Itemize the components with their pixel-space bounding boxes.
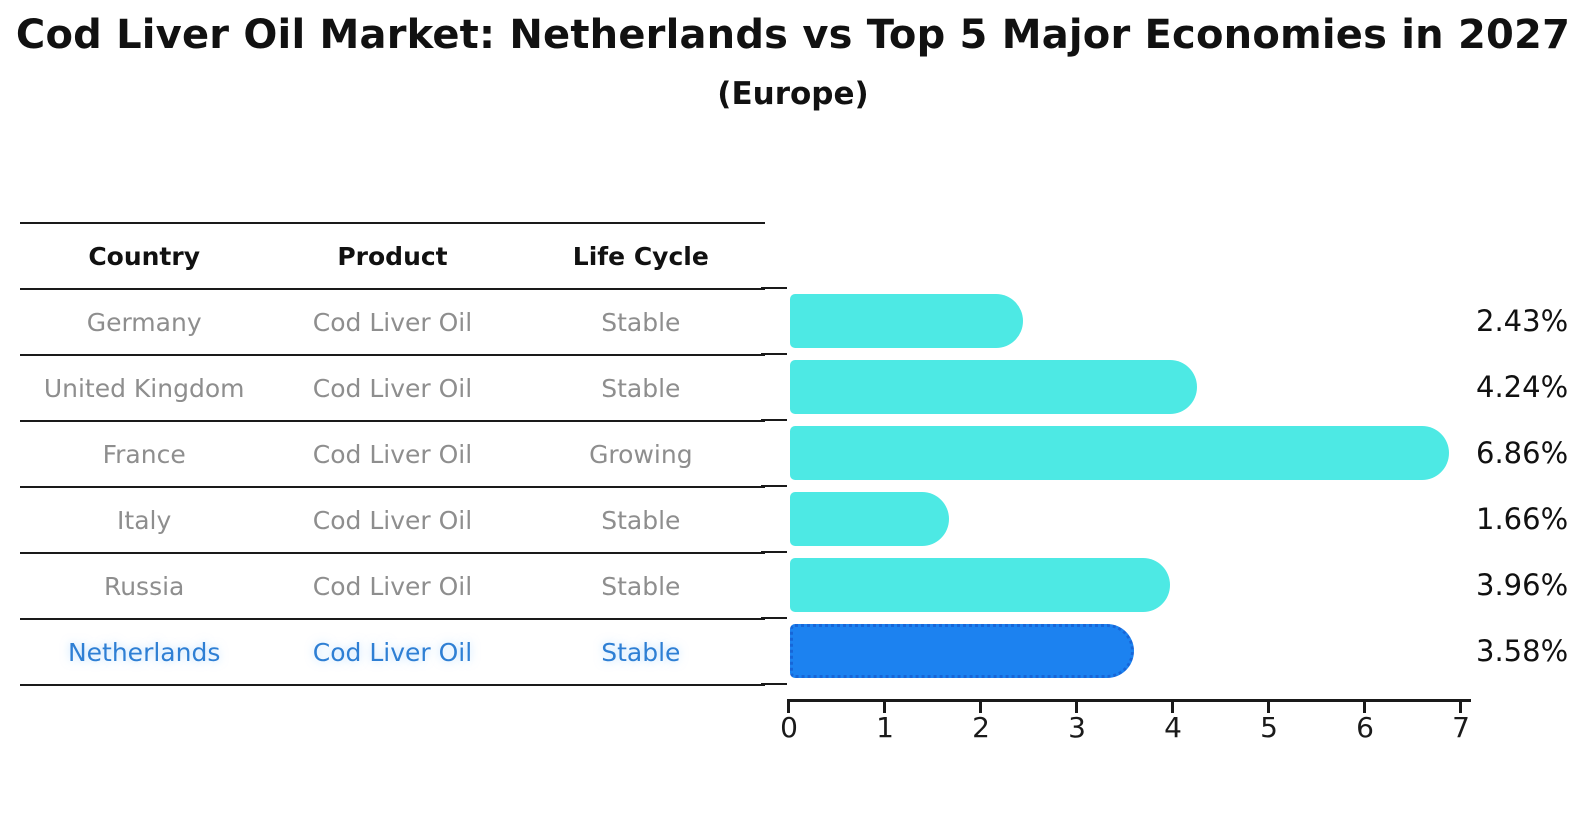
comparison-table: Country Product Life Cycle Germany Cod Li… [20, 222, 765, 686]
table-row-italy: Italy Cod Liver Oil Stable [20, 488, 765, 554]
y-tick-4 [761, 551, 787, 553]
cell-life-cycle: Growing [589, 439, 693, 469]
cell-product: Cod Liver Oil [312, 637, 473, 667]
cell-life-cycle: Stable [601, 307, 681, 337]
x-tick-label-5: 5 [1260, 711, 1278, 744]
page-title: Cod Liver Oil Market: Netherlands vs Top… [15, 12, 1571, 58]
bar-russia [790, 558, 1171, 612]
x-axis-line [787, 699, 1471, 702]
y-tick-3 [761, 485, 787, 487]
value-label-italy: 1.66% [1476, 502, 1569, 536]
cell-country: Russia [103, 571, 185, 601]
y-tick-0 [761, 287, 787, 289]
column-header-life-cycle: Life Cycle [572, 241, 709, 271]
value-label-germany: 2.43% [1476, 304, 1569, 338]
cell-product: Cod Liver Oil [312, 373, 473, 403]
y-tick-2 [761, 419, 787, 421]
y-tick-1 [761, 353, 787, 355]
x-tick-3 [1075, 702, 1078, 713]
cell-product: Cod Liver Oil [312, 439, 473, 469]
x-tick-6 [1363, 702, 1366, 713]
value-label-france: 6.86% [1476, 436, 1569, 470]
cell-life-cycle: Stable [601, 637, 681, 667]
x-tick-label-0: 0 [780, 711, 798, 744]
x-tick-1 [883, 702, 886, 713]
cell-country: Germany [86, 307, 202, 337]
value-label-netherlands: 3.58% [1476, 634, 1569, 668]
table-row-germany: Germany Cod Liver Oil Stable [20, 290, 765, 356]
bar-france [790, 426, 1449, 480]
table-row-netherlands: Netherlands Cod Liver Oil Stable [20, 620, 765, 686]
bar-united-kingdom [790, 360, 1198, 414]
table-row-russia: Russia Cod Liver Oil Stable [20, 554, 765, 620]
cell-product: Cod Liver Oil [312, 571, 473, 601]
x-tick-7 [1459, 702, 1462, 713]
x-tick-label-1: 1 [876, 711, 894, 744]
comparison-table-body: Germany Cod Liver Oil Stable United Kingdom… [20, 290, 765, 686]
x-tick-0 [787, 702, 790, 713]
cell-life-cycle: Stable [601, 505, 681, 535]
value-label-russia: 3.96% [1476, 568, 1569, 602]
table-row-france: France Cod Liver Oil Growing [20, 422, 765, 488]
table-header-row: Country Product Life Cycle [20, 224, 765, 290]
table-row-united-kingdom: United Kingdom Cod Liver Oil Stable [20, 356, 765, 422]
x-tick-4 [1171, 702, 1174, 713]
cell-product: Cod Liver Oil [312, 505, 473, 535]
column-header-product: Product [337, 241, 448, 271]
value-label-united-kingdom: 4.24% [1476, 370, 1569, 404]
x-tick-2 [979, 702, 982, 713]
cell-country: United Kingdom [43, 373, 245, 403]
bar-netherlands [790, 624, 1134, 678]
column-header-country: Country [88, 241, 201, 271]
bar-italy [790, 492, 950, 546]
page-subtitle: (Europe) [717, 76, 869, 112]
x-tick-label-3: 3 [1068, 711, 1086, 744]
cell-country: Italy [117, 505, 172, 535]
cell-life-cycle: Stable [601, 571, 681, 601]
bar-germany [790, 294, 1024, 348]
x-tick-label-7: 7 [1452, 711, 1470, 744]
x-tick-label-2: 2 [972, 711, 990, 744]
y-tick-6 [761, 683, 787, 685]
cell-country: France [102, 439, 186, 469]
x-tick-label-6: 6 [1356, 711, 1374, 744]
x-tick-label-4: 4 [1164, 711, 1182, 744]
cell-country: Netherlands [67, 637, 221, 667]
x-tick-5 [1267, 702, 1270, 713]
cell-life-cycle: Stable [601, 373, 681, 403]
y-tick-5 [761, 617, 787, 619]
cell-product: Cod Liver Oil [312, 307, 473, 337]
